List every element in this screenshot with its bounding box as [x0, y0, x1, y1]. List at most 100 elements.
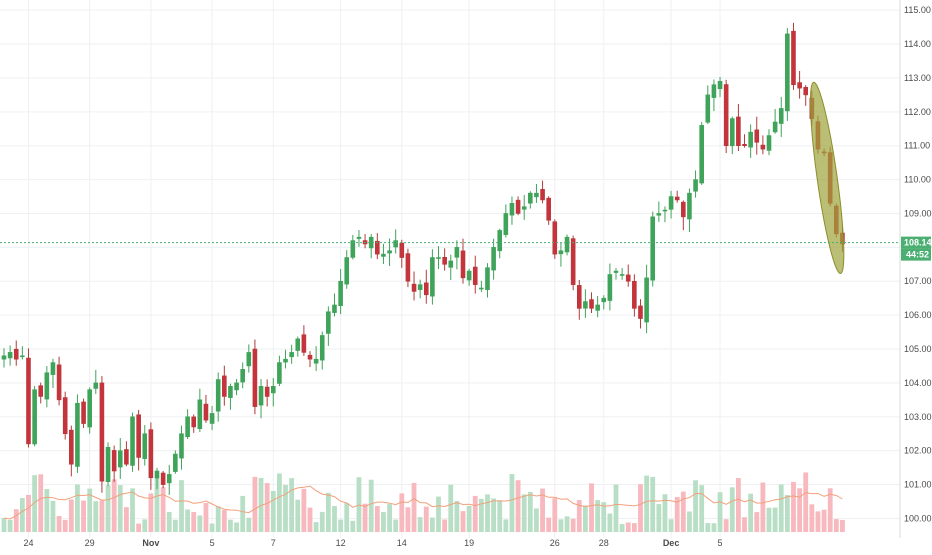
volume-bar [319, 511, 325, 532]
candle-body [99, 382, 105, 482]
candle-body [313, 358, 319, 364]
candle-body [521, 206, 527, 210]
candle-body [124, 449, 129, 465]
candle-body [375, 240, 380, 255]
volume-bar [595, 500, 601, 532]
volume-bar [705, 523, 711, 532]
candle-body [803, 86, 809, 96]
volume-bar [742, 517, 747, 532]
candle-body [772, 121, 778, 133]
volume-bar [228, 519, 233, 532]
volume-bar [454, 501, 460, 532]
price-tick-label: 109.00 [904, 208, 932, 218]
volume-bar [430, 517, 435, 532]
volume-bar [130, 488, 135, 532]
price-tick-label: 114.00 [904, 39, 931, 49]
volume-bar [644, 475, 649, 532]
candle-body [564, 236, 570, 253]
volume-bar [760, 482, 766, 532]
candle-body [662, 209, 668, 212]
countdown-label: 44:52 [906, 250, 929, 260]
candle-body [387, 250, 392, 254]
volume-bar [497, 500, 503, 532]
candle-body [277, 362, 282, 384]
volume-bar [270, 490, 276, 532]
candle-body [356, 236, 362, 239]
candle-body [264, 386, 270, 397]
candle-body [344, 257, 350, 285]
volume-bar [546, 517, 552, 532]
candle-body [228, 385, 233, 398]
candle-body [442, 256, 447, 265]
volume-bar [38, 474, 44, 532]
volume-bar [625, 522, 631, 532]
candle-body [534, 192, 539, 198]
candle-body [644, 277, 649, 323]
candle-body [448, 260, 454, 268]
candle-body [411, 283, 417, 292]
candle-body [142, 433, 148, 459]
volume-bar [417, 517, 423, 532]
price-tick-label: 105.00 [904, 344, 932, 354]
candle-body [32, 389, 37, 445]
candle-body [62, 397, 68, 435]
volume-bar [362, 503, 368, 532]
volume-bar [693, 480, 698, 532]
candle-body [154, 470, 160, 479]
volume-bar [283, 484, 288, 532]
volume-bar [699, 485, 705, 532]
candle-body [20, 355, 25, 358]
price-tick-label: 110.00 [904, 175, 931, 185]
candle-body [485, 267, 490, 290]
volume-bar [203, 503, 209, 532]
candle-body [203, 403, 209, 421]
candle-body [509, 203, 515, 216]
volume-bar [521, 494, 527, 532]
volume-bar [344, 503, 350, 532]
volume-bar [638, 484, 643, 532]
candle-body [338, 280, 343, 306]
time-tick-label: 12 [336, 538, 346, 548]
volume-bar [117, 485, 123, 532]
candle-body [546, 197, 551, 221]
candle-body [173, 453, 178, 472]
volume-bar [778, 484, 784, 532]
candle-body [736, 116, 741, 147]
volume-moving-average [3, 485, 843, 520]
volume-bar [399, 493, 405, 532]
volume-bar [191, 512, 197, 532]
volume-bar [809, 504, 815, 532]
candle-body [748, 131, 753, 148]
price-tick-label: 107.00 [904, 276, 932, 286]
candle-body [148, 429, 154, 479]
volume-bar [246, 517, 252, 532]
candle-body [26, 357, 31, 445]
candle-body [479, 287, 484, 290]
candle-body [778, 108, 784, 124]
volume-bar [136, 523, 142, 532]
candle-body [717, 81, 723, 90]
candle-body [258, 385, 264, 406]
candle-body [656, 213, 662, 216]
volume-bar [833, 519, 839, 532]
candle-body [705, 94, 711, 123]
volume-bar [656, 504, 662, 532]
volume-bar [650, 476, 656, 532]
candle-body [350, 240, 356, 258]
time-tick-label: 26 [550, 538, 560, 548]
price-tick-label: 101.00 [904, 480, 932, 490]
candle-body [38, 385, 44, 397]
volume-bar [381, 512, 386, 532]
volume-bar [589, 483, 594, 532]
volume-bar [540, 488, 545, 532]
candle-body [417, 284, 423, 290]
volume-bar [1, 517, 7, 532]
volume-bar [13, 509, 19, 532]
candle-body [491, 247, 496, 271]
candle-body [766, 135, 772, 151]
volume-bar [485, 494, 490, 532]
volume-bar [736, 478, 741, 532]
volume-bar [607, 513, 613, 532]
